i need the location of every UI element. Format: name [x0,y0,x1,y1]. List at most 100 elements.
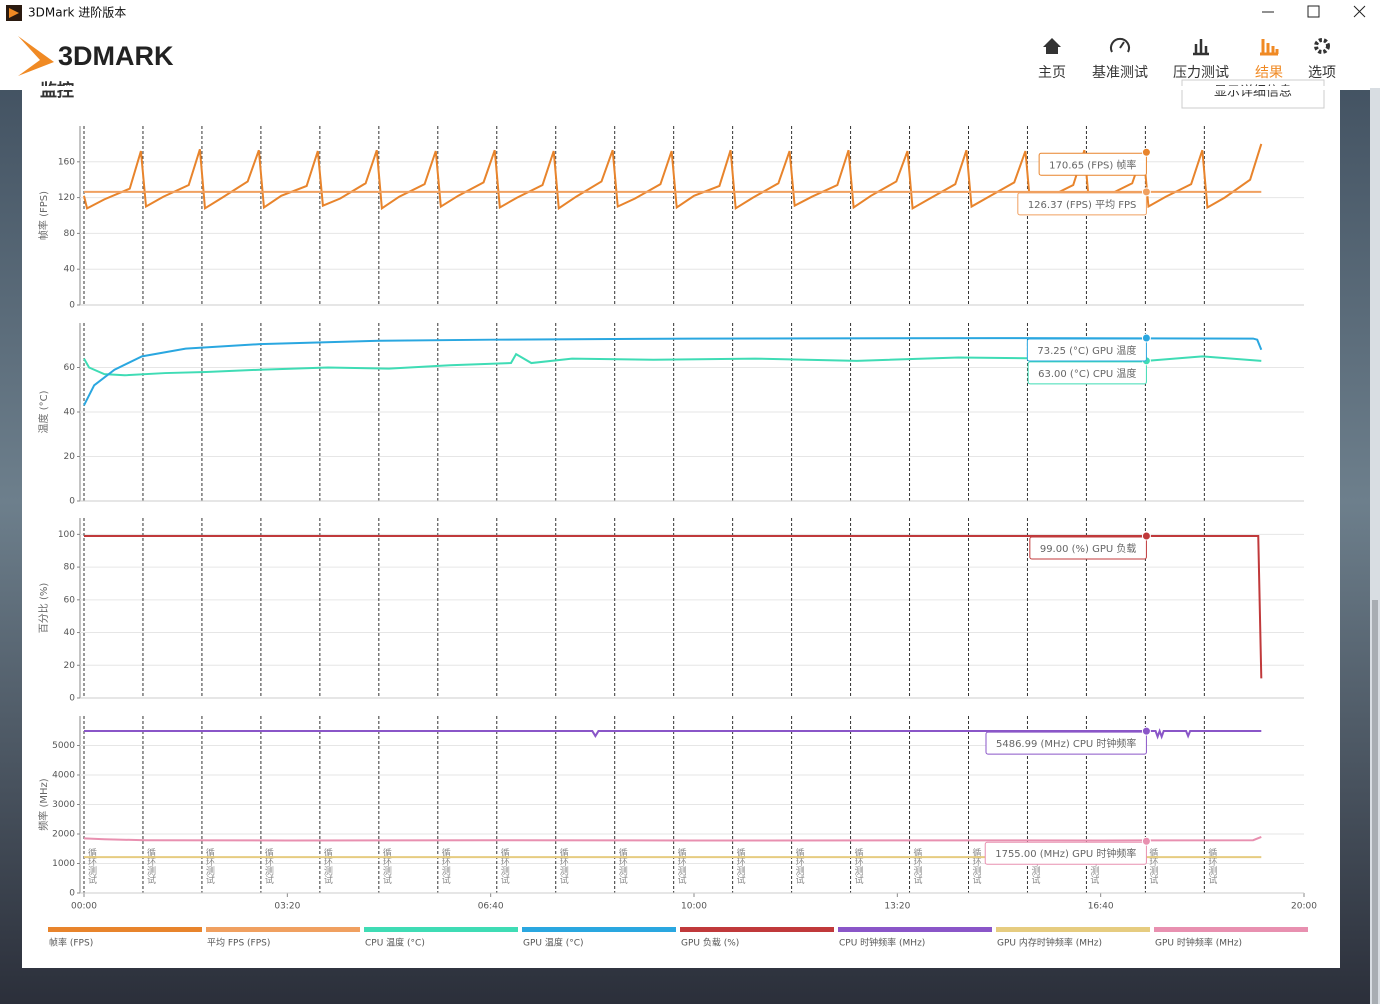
nav-icon [1314,38,1330,54]
y-tick-label: 3000 [52,800,75,810]
charts: 0 40 80 120 160 帧率 (FPS) 170.65 (FPS) 帧率 126.37… [37,126,1317,949]
loop-marker-label: 循环测试 [1088,847,1099,884]
legend-label[interactable]: GPU 温度 (°C) [523,937,584,949]
loop-marker-label: 循环测试 [794,847,805,884]
tooltip-label: 126.37 (FPS) 平均 FPS [1028,199,1137,211]
series-line [83,352,1262,377]
legend-label[interactable]: 平均 FPS (FPS) [207,937,270,949]
nav-item[interactable]: 结果 [1255,65,1283,81]
nav-item[interactable]: 基准测试 [1092,64,1148,81]
series-line [83,143,1263,211]
series-line [84,535,1263,679]
nav-icon [1260,39,1279,56]
logo-mark [18,36,54,76]
x-tick-label: 16:40 [1088,902,1114,912]
nav-icon [1193,39,1209,56]
loop-marker-label: 循环测试 [440,847,451,884]
loop-marker-label: 循环测试 [204,847,215,884]
legend-swatch[interactable] [48,927,202,932]
loop-marker-label: 循环测试 [1147,847,1158,884]
legend-swatch[interactable] [522,927,676,932]
legend-swatch[interactable] [996,927,1150,932]
nav-item[interactable]: 主页 [1038,65,1066,81]
loop-marker-label: 循环测试 [912,847,923,884]
nav: 主页 基准测试 压力测试 结果 选项 [1038,37,1336,81]
legend-label[interactable]: GPU 负载 (%) [681,937,739,949]
y-tick-label: 160 [58,157,75,167]
legend-label[interactable]: CPU 温度 (°C) [365,937,425,949]
tooltip-label: 63.00 (°C) CPU 温度 [1038,367,1136,380]
y-axis-label: 频率 (MHz) [37,778,50,830]
legend-label[interactable]: GPU 内存时钟频率 (MHz) [997,937,1102,949]
tooltip-dot [1141,836,1151,846]
chart: 0 40 80 120 160 帧率 (FPS) 170.65 (FPS) 帧率 126.37… [37,126,1304,311]
title-bar [0,0,1380,28]
loop-marker-label: 循环测试 [1029,847,1040,884]
series-line [83,337,1263,406]
y-tick-label: 0 [69,497,75,507]
scrollbar-thumb[interactable] [1372,600,1378,1004]
legend-label[interactable]: 帧率 (FPS) [49,937,93,949]
app-icon-mark [9,8,19,18]
legend-swatch[interactable] [838,927,992,932]
loop-marker-label: 循环测试 [971,847,982,884]
series-line [84,728,1262,740]
details-button[interactable] [1181,79,1325,109]
y-axis-label: 百分比 (%) [38,583,50,634]
y-tick-label: 60 [64,595,76,605]
logo-text: 3DMARK [58,41,174,71]
loop-marker-label: 循环测试 [322,847,333,884]
tooltip-dot [1141,147,1151,157]
y-tick-label: 80 [64,563,76,573]
tooltip-dot [1141,531,1151,541]
chart: 0 20 40 60 80 100 百分比 (%) 99.00 (%) GPU 负载 [38,518,1304,704]
chart: 0 20 40 60 温度 (°C) 63.00 (°C) CPU 温度 73.25 (°C… [37,323,1304,507]
tooltip-box [1038,152,1147,176]
tooltip-dot [1141,187,1151,197]
nav-item[interactable]: 压力测试 [1173,65,1229,81]
series-line [83,836,1262,842]
tooltip-box [1026,338,1147,362]
details-button-label[interactable]: 显示详细信息 [1214,84,1292,100]
loop-marker-label: 循环测试 [558,847,569,884]
x-tick-label: 00:00 [71,902,97,912]
nav-icon [1043,38,1061,54]
tooltip-label: 170.65 (FPS) 帧率 [1049,158,1136,171]
y-tick-label: 40 [64,628,76,638]
tooltip-label: 5486.99 (MHz) CPU 时钟频率 [996,737,1136,750]
nav-icon [1319,43,1325,49]
legend-swatch[interactable] [364,927,518,932]
nav-icon [1110,37,1130,53]
scrollbar[interactable] [1370,88,1380,1004]
header [0,28,1380,88]
loop-marker-label: 循环测试 [1206,847,1217,884]
legend-swatch[interactable] [206,927,360,932]
close-button[interactable] [1353,5,1366,18]
y-tick-label: 0 [69,889,75,899]
loop-marker-label: 循环测试 [676,847,687,884]
x-tick-label: 10:00 [681,902,707,912]
nav-item[interactable]: 选项 [1308,65,1336,81]
chart: 0 1000 2000 3000 4000 5000 频率 (MHz) 循环测试 循环测试 循环测… [37,716,1317,912]
y-tick-label: 0 [69,694,75,704]
maximize-button[interactable] [1307,5,1320,18]
y-tick-label: 20 [64,661,76,671]
y-tick-label: 80 [64,229,76,239]
x-tick-label: 03:20 [274,902,300,912]
loop-marker-label: 循环测试 [617,847,628,884]
loop-marker-label: 循环测试 [853,847,864,884]
legend-label[interactable]: CPU 时钟频率 (MHz) [839,937,925,949]
tooltip-box [1027,361,1147,385]
x-tick-label: 06:40 [478,902,504,912]
y-tick-label: 120 [58,193,75,203]
legend-swatch[interactable] [680,927,834,932]
y-tick-label: 40 [64,408,76,418]
y-tick-label: 5000 [52,741,75,751]
legend-label[interactable]: GPU 时钟频率 (MHz) [1155,937,1242,949]
tooltip-dot [1141,726,1151,736]
legend-swatch[interactable] [1154,927,1308,932]
loop-marker-label: 循环测试 [86,847,97,884]
y-tick-label: 2000 [52,830,75,840]
